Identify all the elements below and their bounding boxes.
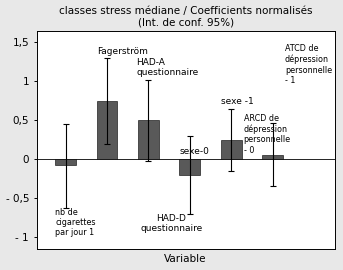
Text: ARCD de
dépression
personnelle
- 0: ARCD de dépression personnelle - 0 bbox=[244, 114, 291, 155]
Text: HAD-A
questionnaire: HAD-A questionnaire bbox=[136, 58, 198, 77]
X-axis label: Variable: Variable bbox=[164, 254, 207, 264]
Bar bbox=[138, 120, 159, 159]
Title: classes stress médiane / Coefficients normalisés
(Int. de conf. 95%): classes stress médiane / Coefficients no… bbox=[59, 6, 312, 27]
Text: ATCD de
dépression
personnelle
- 1: ATCD de dépression personnelle - 1 bbox=[285, 45, 332, 85]
Bar bbox=[55, 159, 76, 165]
Text: nb de
cigarettes
par jour 1: nb de cigarettes par jour 1 bbox=[55, 208, 96, 237]
Bar bbox=[262, 155, 283, 159]
Text: HAD-D
questionnaire: HAD-D questionnaire bbox=[140, 214, 202, 233]
Text: Fagerström: Fagerström bbox=[97, 48, 147, 56]
Text: sexe-0: sexe-0 bbox=[179, 147, 209, 156]
Bar bbox=[179, 159, 200, 175]
Bar bbox=[97, 101, 117, 159]
Text: sexe -1: sexe -1 bbox=[221, 97, 253, 106]
Bar bbox=[221, 140, 241, 159]
